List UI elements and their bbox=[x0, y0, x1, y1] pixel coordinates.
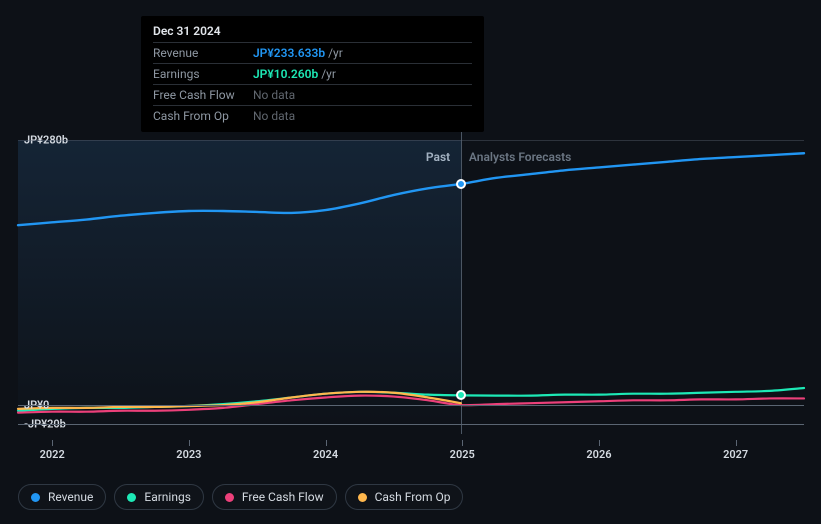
tooltip-row-label: Earnings bbox=[153, 64, 253, 85]
x-tick-label: 2023 bbox=[176, 448, 201, 461]
legend-swatch bbox=[31, 493, 40, 502]
series-line-revenue bbox=[18, 153, 804, 225]
tooltip-row: EarningsJP¥10.260b/yr bbox=[153, 64, 472, 85]
marker-revenue bbox=[456, 179, 466, 189]
tooltip-row: RevenueJP¥233.633b/yr bbox=[153, 43, 472, 64]
gridline bbox=[18, 405, 804, 406]
chart-tooltip: Dec 31 2024 RevenueJP¥233.633b/yrEarning… bbox=[141, 16, 484, 132]
legend-label: Earnings bbox=[144, 490, 191, 504]
legend-item[interactable]: Free Cash Flow bbox=[212, 484, 337, 510]
x-tick-label: 2026 bbox=[586, 448, 611, 461]
marker-earnings bbox=[456, 390, 466, 400]
x-tick-mark bbox=[599, 440, 600, 446]
x-tick-label: 2024 bbox=[313, 448, 338, 461]
legend-label: Cash From Op bbox=[375, 490, 451, 504]
gridline bbox=[18, 140, 804, 141]
legend-swatch bbox=[358, 493, 367, 502]
legend-swatch bbox=[225, 493, 234, 502]
x-tick-mark bbox=[462, 440, 463, 446]
x-tick-mark bbox=[189, 440, 190, 446]
tooltip-row: Free Cash FlowNo data bbox=[153, 85, 472, 106]
legend-swatch bbox=[127, 493, 136, 502]
tooltip-row: Cash From OpNo data bbox=[153, 106, 472, 127]
tooltip-row-label: Revenue bbox=[153, 43, 253, 64]
tooltip-row-value: No data bbox=[253, 106, 472, 127]
tooltip-row-value: JP¥10.260b/yr bbox=[253, 64, 472, 85]
gridline bbox=[18, 424, 804, 425]
plot-area[interactable] bbox=[18, 140, 804, 424]
chart-lines-svg bbox=[18, 140, 804, 424]
legend-label: Revenue bbox=[48, 490, 93, 504]
x-tick-mark bbox=[736, 440, 737, 446]
tooltip-row-label: Cash From Op bbox=[153, 106, 253, 127]
tooltip-row-label: Free Cash Flow bbox=[153, 85, 253, 106]
x-axis: 2022 2023 2024 2025 2026 2027 bbox=[18, 440, 804, 470]
legend-label: Free Cash Flow bbox=[242, 490, 324, 504]
x-tick-label: 2025 bbox=[450, 448, 475, 461]
legend-item[interactable]: Earnings bbox=[114, 484, 204, 510]
financial-forecast-chart: Past Analysts Forecasts JP¥280bJP¥0-JP¥2… bbox=[0, 0, 821, 524]
x-tick-mark bbox=[52, 440, 53, 446]
x-tick-label: 2022 bbox=[40, 448, 65, 461]
tooltip-date: Dec 31 2024 bbox=[153, 24, 472, 42]
legend-item[interactable]: Revenue bbox=[18, 484, 106, 510]
tooltip-table: RevenueJP¥233.633b/yrEarningsJP¥10.260b/… bbox=[153, 42, 472, 126]
tooltip-row-value: JP¥233.633b/yr bbox=[253, 43, 472, 64]
x-tick-label: 2027 bbox=[723, 448, 748, 461]
legend-item[interactable]: Cash From Op bbox=[345, 484, 464, 510]
tooltip-row-value: No data bbox=[253, 85, 472, 106]
x-tick-mark bbox=[326, 440, 327, 446]
chart-legend: Revenue Earnings Free Cash Flow Cash From O… bbox=[18, 484, 463, 510]
